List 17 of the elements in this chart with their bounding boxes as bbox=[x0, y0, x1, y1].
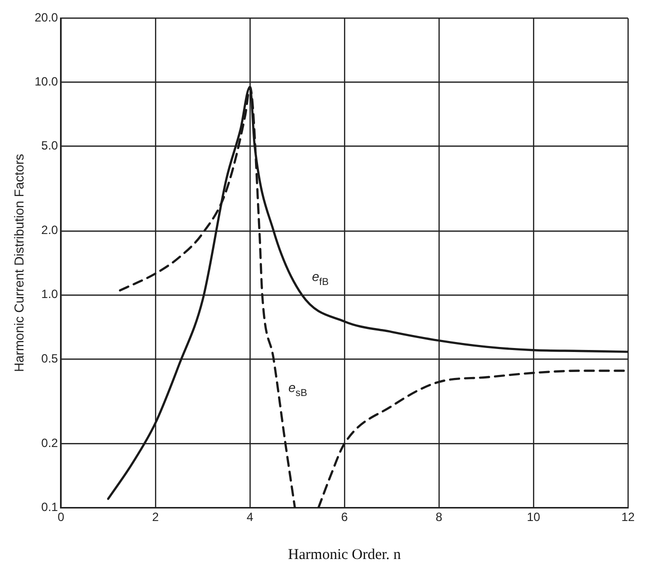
x-tick-label: 2 bbox=[152, 510, 160, 524]
y-tick-label: 10.0 bbox=[34, 74, 58, 89]
x-axis-title: Harmonic Order. n bbox=[288, 546, 402, 563]
x-tick-label: 6 bbox=[341, 510, 348, 524]
y-tick-label: 0.5 bbox=[41, 351, 58, 366]
x-tick-label: 0 bbox=[58, 510, 65, 524]
y-tick-label: 1.0 bbox=[41, 287, 58, 302]
x-tick-label: 12 bbox=[621, 510, 635, 524]
y-tick-label: 0.1 bbox=[41, 500, 58, 514]
y-axis-title: Harmonic Current Distribution Factors bbox=[11, 153, 26, 372]
x-tick-label: 10 bbox=[526, 510, 540, 524]
y-tick-label: 20.0 bbox=[34, 10, 58, 25]
x-tick-label: 8 bbox=[436, 510, 443, 524]
y-tick-label: 2.0 bbox=[41, 223, 58, 238]
y-tick-label: 0.2 bbox=[41, 436, 58, 450]
x-tick-label: 4 bbox=[246, 510, 254, 524]
y-tick-label: 5.0 bbox=[41, 138, 58, 153]
